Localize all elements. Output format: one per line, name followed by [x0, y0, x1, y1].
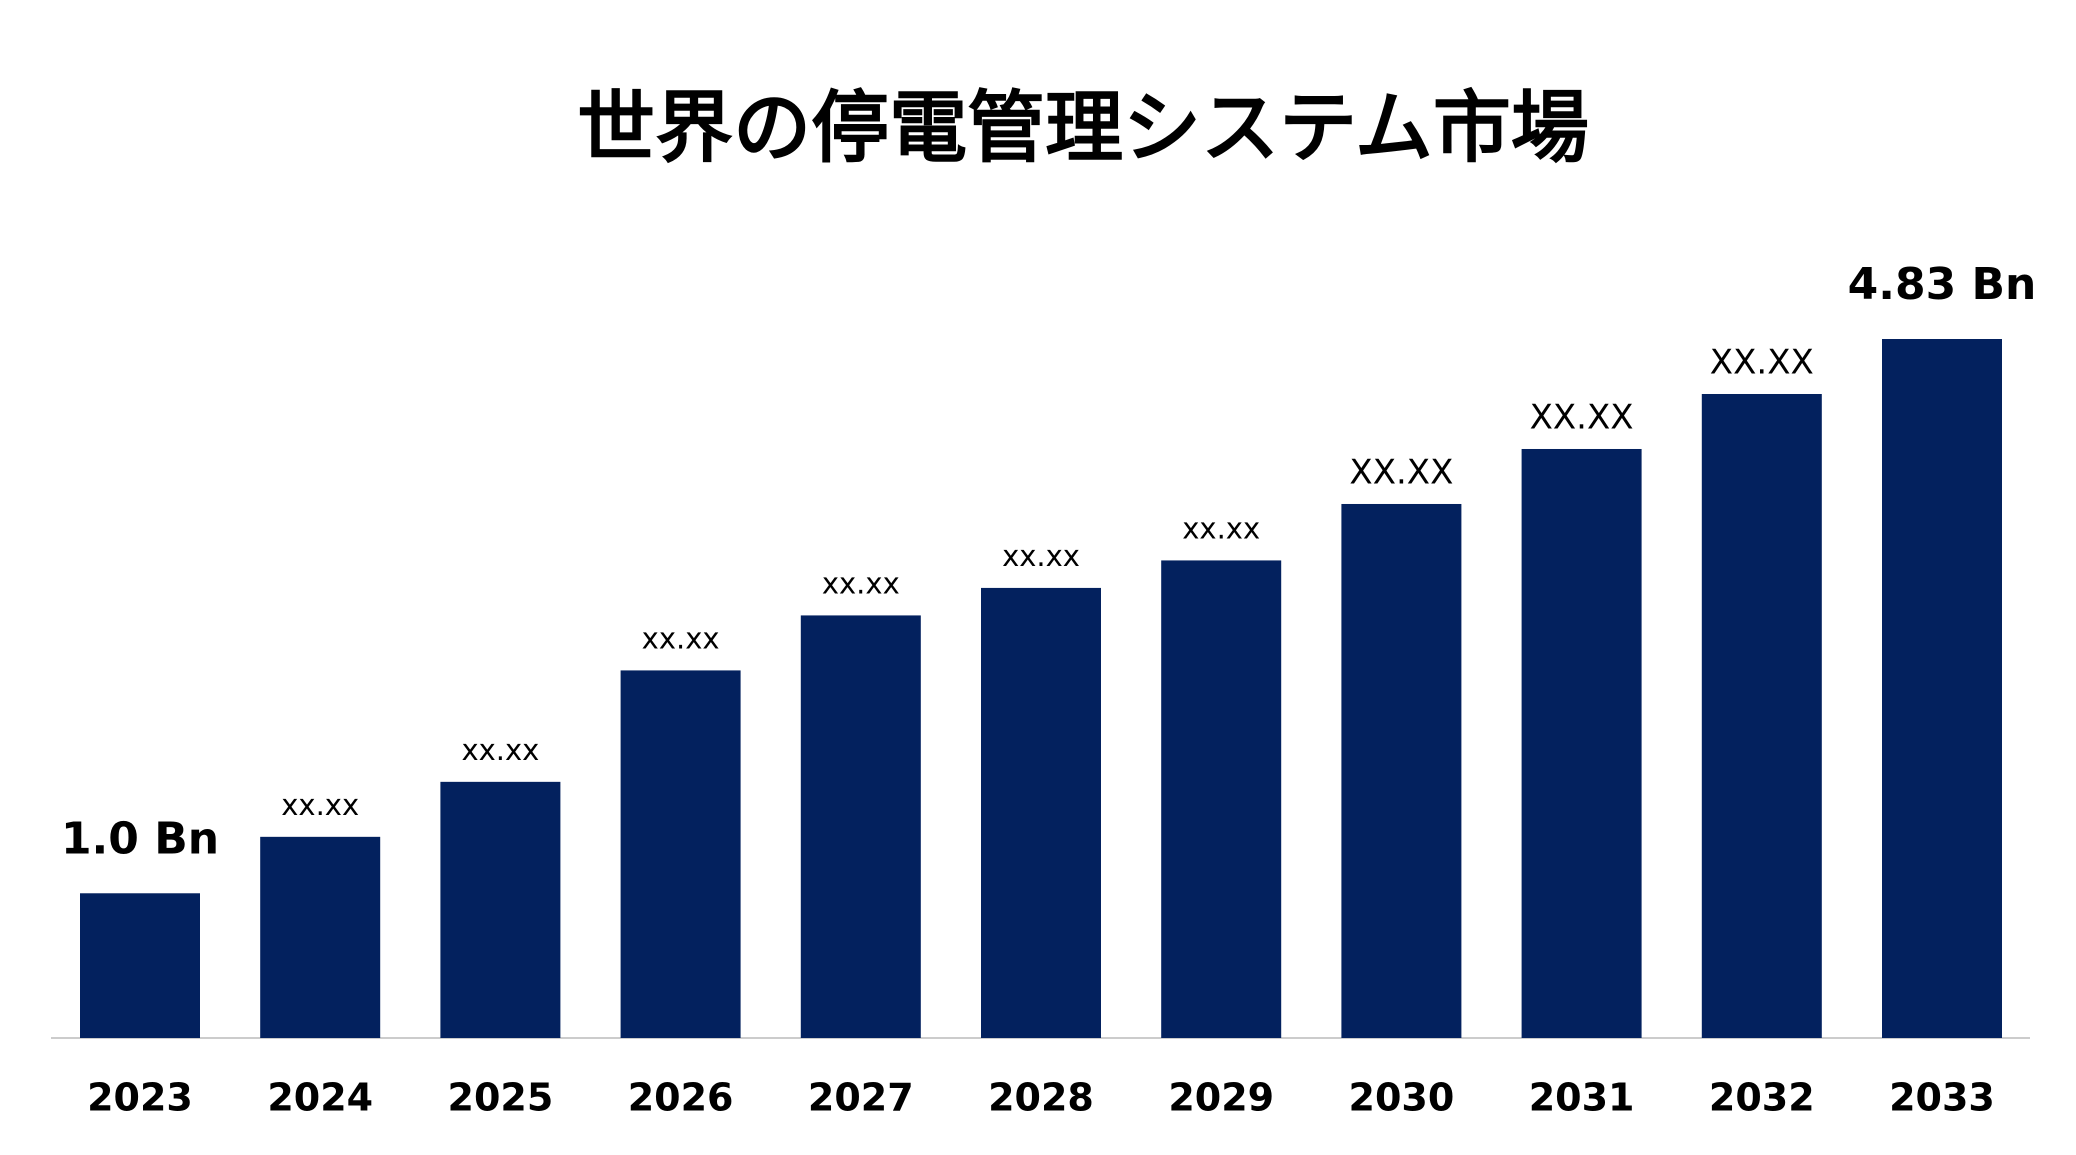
bar — [440, 781, 561, 1038]
bar — [1521, 448, 1642, 1039]
bar — [1701, 393, 1822, 1038]
value-label: xx.xx — [461, 733, 539, 767]
value-label: 1.0 Bn — [61, 813, 219, 864]
value-label: xx.xx — [1182, 511, 1260, 545]
bar — [1341, 503, 1462, 1039]
x-tick-label: 2033 — [1889, 1076, 1995, 1120]
value-label: xx.xx — [281, 788, 359, 822]
x-tick-label: 2023 — [87, 1076, 193, 1120]
chart-title: 世界の停電管理システム市場 — [577, 83, 1589, 173]
value-label: xx.xx — [1002, 539, 1080, 573]
bar — [260, 836, 381, 1038]
x-tick-label: 2025 — [448, 1076, 554, 1120]
x-tick-label: 2031 — [1529, 1076, 1635, 1120]
value-label: XX.XX — [1530, 397, 1634, 437]
x-tick-label: 2024 — [267, 1076, 373, 1120]
x-tick-label: 2030 — [1349, 1076, 1455, 1120]
bar — [800, 615, 921, 1038]
x-tick-label: 2027 — [808, 1076, 914, 1120]
x-tick-label: 2032 — [1709, 1076, 1815, 1120]
value-label: XX.XX — [1710, 342, 1814, 382]
bar — [1882, 339, 2002, 1038]
value-label: 4.83 Bn — [1848, 259, 2037, 310]
bar — [620, 670, 741, 1038]
bar — [981, 587, 1101, 1038]
value-label: xx.xx — [822, 566, 900, 600]
x-tick-label: 2026 — [628, 1076, 734, 1120]
value-label: xx.xx — [642, 621, 720, 655]
bar — [1161, 560, 1282, 1038]
x-tick-label: 2028 — [988, 1076, 1094, 1120]
value-label: XX.XX — [1349, 452, 1453, 492]
x-tick-label: 2029 — [1168, 1076, 1274, 1120]
bar — [80, 893, 200, 1038]
